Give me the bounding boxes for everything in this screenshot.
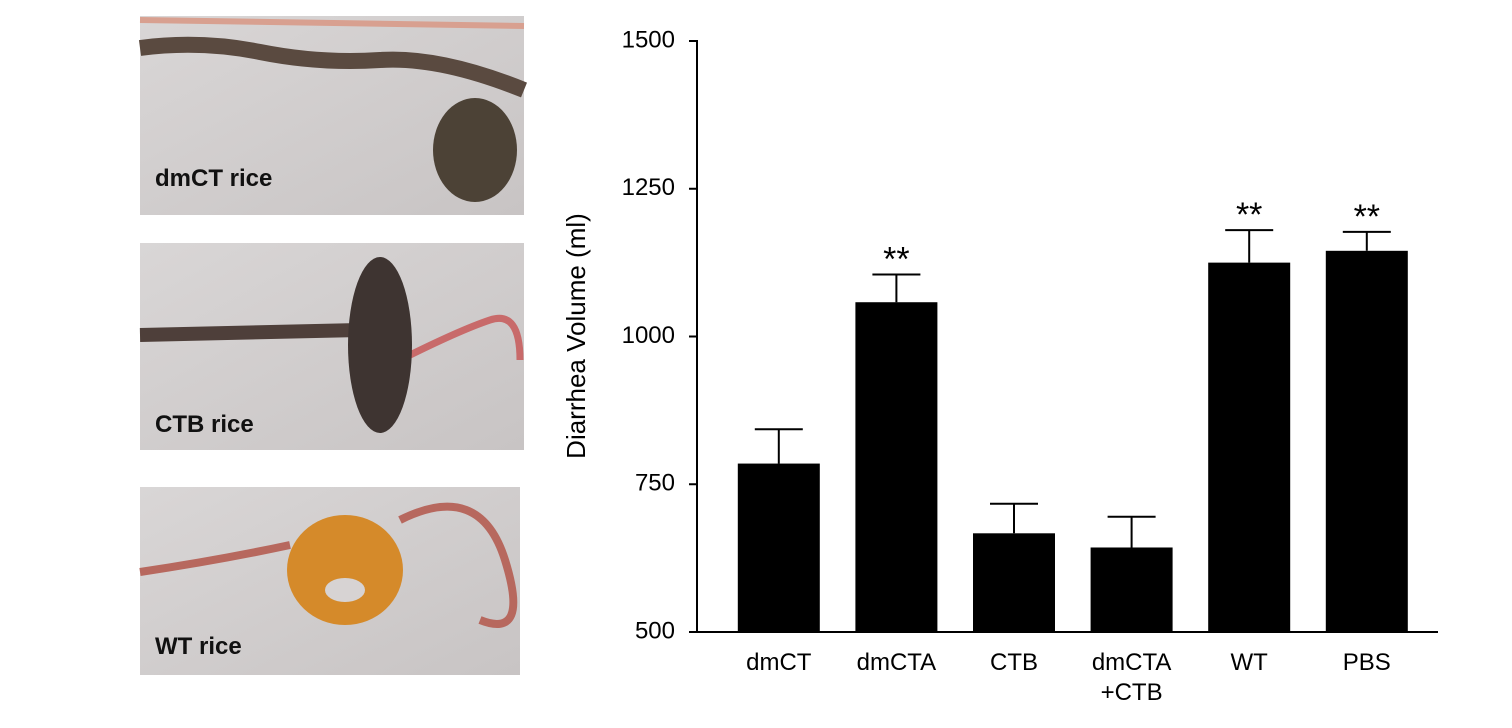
x-tick-label: dmCT (746, 649, 812, 676)
error-bar (990, 502, 1038, 534)
x-tick-label: WT (1230, 649, 1268, 676)
y-axis-label: Diarrhea Volume (ml) (561, 213, 591, 459)
photo-panel: WT rice (139, 487, 520, 675)
bar (973, 533, 1055, 632)
bar (1208, 262, 1291, 632)
bar (855, 302, 938, 632)
error-bar (872, 273, 921, 303)
photo-panel: CTB rice (139, 243, 524, 450)
y-tick-label: 1500 (622, 26, 675, 53)
panel-label: dmCT rice (155, 165, 272, 192)
significance-label: ** (1354, 198, 1380, 236)
error-bar (1225, 229, 1274, 263)
bar (737, 463, 820, 632)
x-tick-label: CTB (990, 649, 1038, 676)
photo-panel: dmCT rice (138, 16, 528, 215)
significance-label: ** (1236, 196, 1262, 234)
significance-label: ** (883, 240, 909, 278)
panel-label: CTB rice (155, 411, 254, 438)
bar (1090, 547, 1173, 632)
x-tick-label: dmCTA (856, 649, 937, 676)
x-tick-label: dmCTA +CTB (1091, 649, 1172, 706)
error-bar (1107, 515, 1156, 548)
panel-label: WT rice (155, 633, 242, 660)
y-tick-label: 1250 (622, 174, 675, 201)
x-tick-label: PBS (1342, 649, 1391, 676)
y-tick-label: 750 (635, 470, 675, 497)
y-tick-label: 500 (635, 617, 675, 644)
y-tick-label: 1000 (622, 322, 675, 349)
bar (1325, 250, 1408, 632)
error-bar (754, 428, 803, 464)
error-bar (1342, 230, 1391, 251)
